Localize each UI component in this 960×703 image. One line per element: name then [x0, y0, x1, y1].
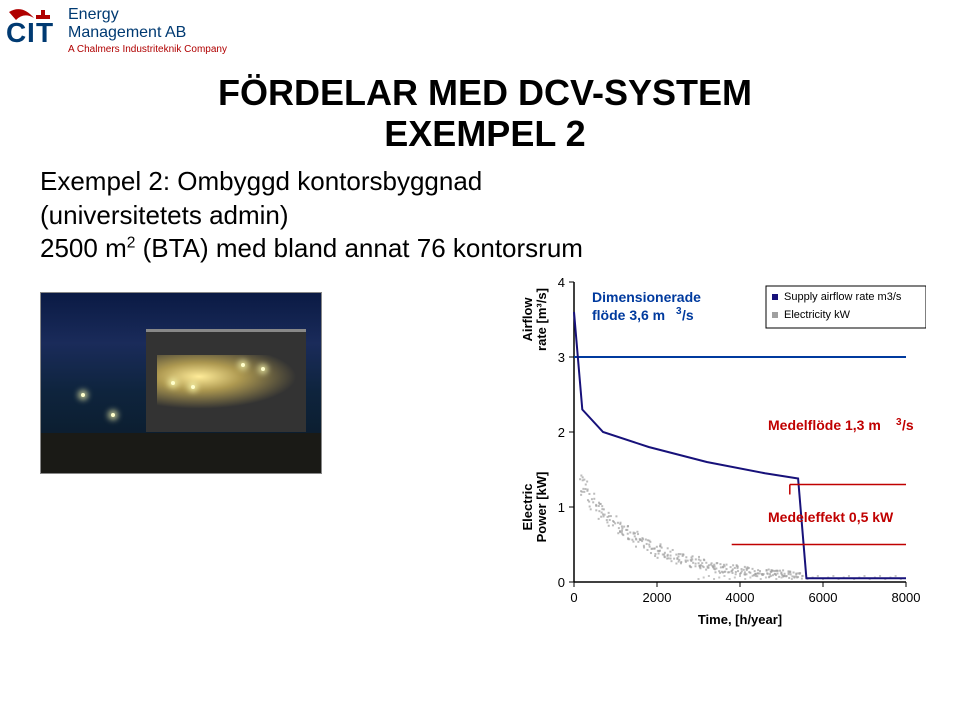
company-line1: Energy — [68, 6, 227, 24]
company-subtitle: A Chalmers Industriteknik Company — [68, 44, 227, 55]
svg-text:1: 1 — [558, 500, 565, 515]
svg-text:Electricity kW: Electricity kW — [784, 309, 851, 321]
photo-column — [40, 274, 470, 474]
svg-text:6000: 6000 — [809, 590, 838, 605]
svg-text:Time, [h/year]: Time, [h/year] — [698, 612, 782, 627]
title-line2: EXEMPEL 2 — [384, 113, 585, 154]
logo-mark: C I T — [6, 6, 64, 50]
body-line3-b: (BTA) med bland annat 76 kontorsrum — [135, 233, 583, 263]
svg-text:Medeleffekt 0,5 kW: Medeleffekt 0,5 kW — [768, 509, 894, 525]
company-text: Energy Management AB A Chalmers Industri… — [68, 6, 227, 55]
duration-chart: 0123402000400060008000Medelflöde 1,3 m3/… — [496, 274, 926, 614]
svg-text:8000: 8000 — [892, 590, 921, 605]
svg-text:/s: /s — [682, 307, 694, 323]
svg-text:Supply airflow rate m3/s: Supply airflow rate m3/s — [784, 291, 902, 303]
svg-text:4000: 4000 — [726, 590, 755, 605]
svg-text:2: 2 — [558, 425, 565, 440]
lower-row: 0123402000400060008000Medelflöde 1,3 m3/… — [40, 274, 930, 614]
svg-text:4: 4 — [558, 275, 565, 290]
svg-text:T: T — [36, 17, 53, 48]
svg-text:2000: 2000 — [643, 590, 672, 605]
svg-text:/s: /s — [902, 417, 914, 433]
svg-text:Dimensionerade: Dimensionerade — [592, 289, 701, 305]
title-line1: FÖRDELAR MED DCV-SYSTEM — [218, 72, 752, 113]
body-line3: 2500 m2 (BTA) med bland annat 76 kontors… — [40, 232, 930, 266]
slide: C I T Energy Management AB A Chalmers In… — [0, 0, 960, 703]
company-line2: Management AB — [68, 24, 227, 42]
chart-column: 0123402000400060008000Medelflöde 1,3 m3/… — [496, 274, 930, 614]
svg-text:Medelflöde 1,3 m: Medelflöde 1,3 m — [768, 417, 881, 433]
svg-text:I: I — [27, 17, 35, 48]
svg-text:0: 0 — [558, 575, 565, 590]
logo: C I T Energy Management AB A Chalmers In… — [6, 6, 227, 55]
svg-text:0: 0 — [570, 590, 577, 605]
building-photo — [40, 292, 322, 474]
content: FÖRDELAR MED DCV-SYSTEM EXEMPEL 2 Exempe… — [40, 72, 930, 614]
body-line3-a: 2500 m — [40, 233, 127, 263]
body-line1: Exempel 2: Ombyggd kontorsbyggnad — [40, 165, 930, 199]
svg-text:Electric: Electric — [520, 484, 535, 531]
svg-text:3: 3 — [558, 350, 565, 365]
slide-title: FÖRDELAR MED DCV-SYSTEM EXEMPEL 2 — [40, 72, 930, 155]
svg-text:Airflow: Airflow — [520, 297, 535, 342]
svg-text:Power [kW]: Power [kW] — [534, 472, 549, 543]
svg-text:C: C — [6, 17, 26, 48]
body-line2: (universitetets admin) — [40, 199, 930, 233]
svg-text:rate [m³/s]: rate [m³/s] — [534, 288, 549, 351]
body-text: Exempel 2: Ombyggd kontorsbyggnad (unive… — [40, 165, 930, 266]
svg-text:flöde 3,6 m: flöde 3,6 m — [592, 307, 665, 323]
